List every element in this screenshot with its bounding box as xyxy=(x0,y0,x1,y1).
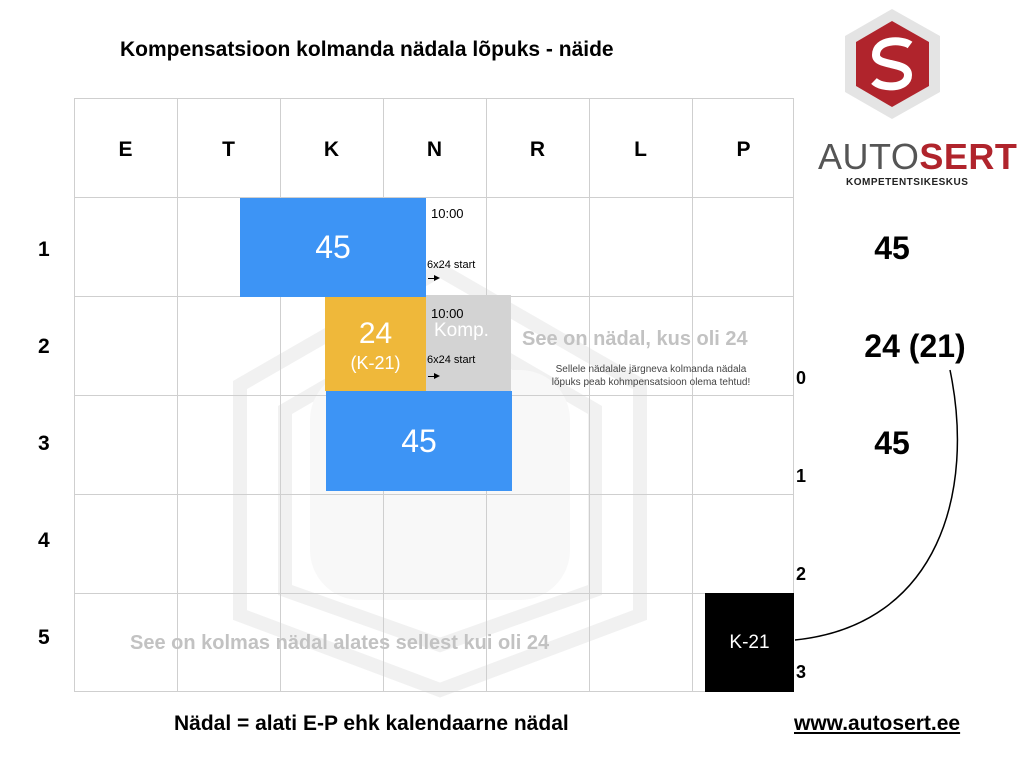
rest-block-week2: 24 (K-21) xyxy=(325,297,426,391)
logo-word-sert: SERT xyxy=(919,136,1018,177)
autosert-logo-icon xyxy=(845,9,940,119)
day-header-sat: L xyxy=(634,138,647,161)
week-total-1: 45 xyxy=(874,230,910,266)
week-number-5: 5 xyxy=(38,626,50,649)
rest-block-week1-label: 45 xyxy=(315,229,351,265)
arrow-right-icon xyxy=(428,275,440,281)
day-header-sun: P xyxy=(736,138,751,161)
time-label-week1: 10:00 xyxy=(431,206,464,221)
logo-word-auto: AUTO xyxy=(818,136,920,177)
week-note-detail-line1: Sellele nädalale järgneva kolmanda nädal… xyxy=(555,364,747,375)
day-header-fri: R xyxy=(529,138,546,161)
time-label-week2: 10:00 xyxy=(431,306,464,321)
connector-curve xyxy=(794,369,959,641)
rest-block-week2-sub: (K-21) xyxy=(350,353,401,373)
day-header-wed: K xyxy=(323,138,340,161)
day-header-thu: N xyxy=(426,138,443,161)
logo-tagline: KOMPETENTSIKESKUS xyxy=(846,177,969,188)
week-counter-2: 2 xyxy=(796,564,807,584)
week-counter-0: 0 xyxy=(796,368,807,388)
start-label-week1: 6x24 start xyxy=(427,259,476,271)
k21-block: K-21 xyxy=(705,593,794,692)
week-note-detail-line2: lõpuks peab kohmpensatsioon olema tehtud… xyxy=(551,377,751,388)
compensation-label: Komp. xyxy=(434,320,489,341)
third-week-note: See on kolmas nädal alates sellest kui o… xyxy=(130,632,550,654)
week-number-2: 2 xyxy=(38,335,50,358)
compensation-block xyxy=(426,295,511,391)
week-counter-3: 3 xyxy=(796,662,807,682)
footer-note: Nädal = alati E-P ehk kalendaarne nädal xyxy=(174,712,569,735)
arrow-right-icon xyxy=(428,373,440,379)
rest-block-week3-label: 45 xyxy=(401,422,437,459)
week-number-4: 4 xyxy=(38,529,50,552)
day-header-mon: E xyxy=(118,138,133,161)
rest-block-week1: 45 xyxy=(240,198,426,297)
week-counter-1: 1 xyxy=(796,466,807,486)
week-total-2: 24 (21) xyxy=(864,328,966,364)
week-number-1: 1 xyxy=(38,238,50,261)
page-title: Kompensatsioon kolmanda nädala lõpuks - … xyxy=(120,38,614,61)
logo-wordmark: AUTOSERT xyxy=(818,136,1017,178)
week-total-3: 45 xyxy=(874,425,910,461)
k21-block-label: K-21 xyxy=(729,631,770,653)
website-link[interactable]: www.autosert.ee xyxy=(794,712,961,735)
rest-block-week3: 45 xyxy=(326,391,512,491)
start-label-week2: 6x24 start xyxy=(427,354,476,366)
week-note-detail: Sellele nädalale järgneva kolmanda nädal… xyxy=(520,363,782,389)
day-header-tue: T xyxy=(222,138,235,161)
week-note: See on nädal, kus oli 24 xyxy=(522,328,748,350)
week-number-3: 3 xyxy=(38,432,50,455)
rest-block-week2-label: 24 xyxy=(358,317,393,350)
